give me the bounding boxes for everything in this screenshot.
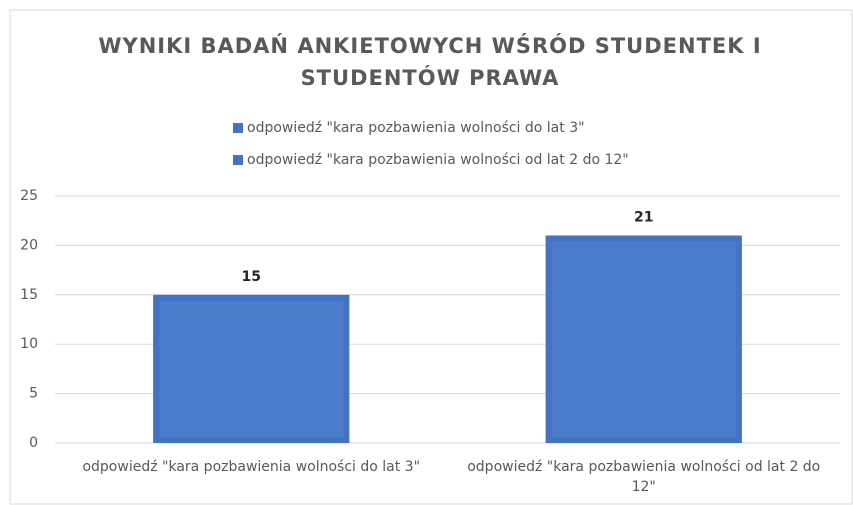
- y-tick-label: 20: [20, 237, 38, 253]
- bar: [153, 294, 350, 443]
- legend-swatch: [233, 155, 243, 165]
- legend-label: odpowiedź "kara pozbawienia wolności do …: [247, 120, 585, 136]
- chart-title: WYNIKI BADAŃ ANKIETOWYCH WŚRÓD STUDENTEK…: [98, 34, 762, 90]
- chart-border: [9, 9, 853, 505]
- y-tick-label: 15: [20, 287, 38, 303]
- y-tick-label: 0: [29, 435, 38, 451]
- x-tick-label: odpowiedź "kara pozbawienia wolności do …: [82, 459, 421, 475]
- y-tick-label: 5: [29, 386, 38, 402]
- data-label: 21: [634, 210, 653, 226]
- bar: [545, 235, 742, 443]
- y-tick-label: 10: [20, 336, 38, 352]
- x-tick-label: odpowiedź "kara pozbawienia wolności od …: [467, 459, 821, 495]
- data-label: 15: [242, 269, 261, 285]
- legend-swatch: [233, 123, 243, 133]
- legend-label: odpowiedź "kara pozbawienia wolności od …: [247, 152, 629, 168]
- y-tick-label: 25: [20, 188, 38, 204]
